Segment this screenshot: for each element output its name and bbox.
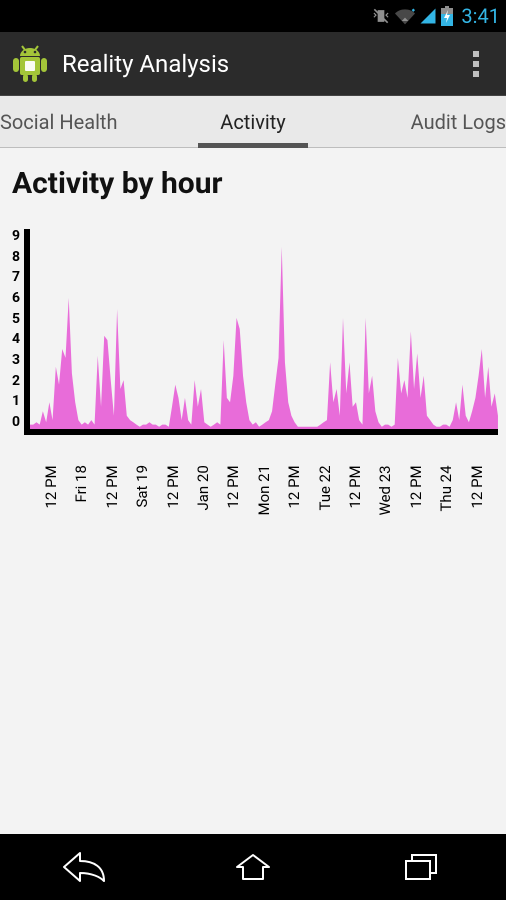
- app-icon: [10, 44, 50, 84]
- x-tick: 12 PM: [285, 465, 315, 516]
- x-tick: 12 PM: [42, 465, 72, 516]
- y-tick: 7: [12, 270, 20, 284]
- y-axis-labels: 9 8 7 6 5 4 3 2 1 0: [12, 229, 24, 429]
- x-tick: Tue 22: [316, 465, 346, 516]
- action-bar: Reality Analysis: [0, 32, 506, 96]
- signal-icon: [419, 7, 437, 25]
- tab-activity[interactable]: Activity: [169, 96, 338, 147]
- system-nav-bar: [0, 834, 506, 900]
- x-tick: 12 PM: [346, 465, 376, 516]
- x-tick: 12 PM: [103, 465, 133, 516]
- y-tick: 4: [12, 332, 20, 346]
- nav-recent-button[interactable]: [337, 834, 506, 900]
- y-tick: 3: [12, 353, 20, 367]
- x-tick: 12 PM: [224, 465, 254, 516]
- tab-label: Audit Logs: [411, 110, 506, 134]
- x-tick: Fri 18: [72, 465, 102, 516]
- x-tick: Thu 24: [437, 465, 467, 516]
- area-series: [30, 247, 498, 429]
- nav-home-button[interactable]: [169, 834, 338, 900]
- app-title: Reality Analysis: [62, 50, 456, 78]
- overflow-menu-button[interactable]: [456, 44, 496, 84]
- y-tick: 0: [12, 415, 20, 429]
- tab-audit-logs[interactable]: Audit Logs: [337, 96, 506, 147]
- wifi-icon: [395, 6, 415, 26]
- tab-label: Social Health: [0, 110, 118, 134]
- activity-chart: 9 8 7 6 5 4 3 2 1 0: [12, 229, 498, 459]
- x-tick: 12 PM: [164, 465, 194, 516]
- x-tick: 12 PM: [468, 465, 498, 516]
- clock-text: 3:41: [461, 4, 500, 28]
- y-tick: 5: [12, 312, 20, 326]
- battery-icon: [441, 6, 453, 26]
- x-tick: Wed 23: [376, 465, 406, 516]
- y-tick: 1: [12, 394, 20, 408]
- x-axis-labels: 12 PMFri 1812 PMSat 1912 PMJan 2012 PMMo…: [42, 465, 498, 516]
- tab-bar: Social Health Activity Audit Logs: [0, 96, 506, 148]
- y-tick: 8: [12, 250, 20, 264]
- y-tick: 2: [12, 374, 20, 388]
- x-tick: Jan 20: [194, 465, 224, 516]
- y-tick: 9: [12, 229, 20, 243]
- tab-label: Activity: [220, 110, 285, 134]
- x-tick: 12 PM: [407, 465, 437, 516]
- x-tick: Mon 21: [255, 465, 285, 516]
- y-tick: 6: [12, 291, 20, 305]
- status-bar: 3:41: [0, 0, 506, 32]
- x-tick: Sat 19: [133, 465, 163, 516]
- vibrate-icon: [371, 6, 391, 26]
- content-area: Activity by hour 9876543210 12 PMFri 181…: [0, 148, 506, 834]
- chart-title: Activity by hour: [12, 166, 498, 201]
- plot-area: [24, 229, 498, 435]
- nav-back-button[interactable]: [0, 834, 169, 900]
- tab-social-health[interactable]: Social Health: [0, 96, 169, 147]
